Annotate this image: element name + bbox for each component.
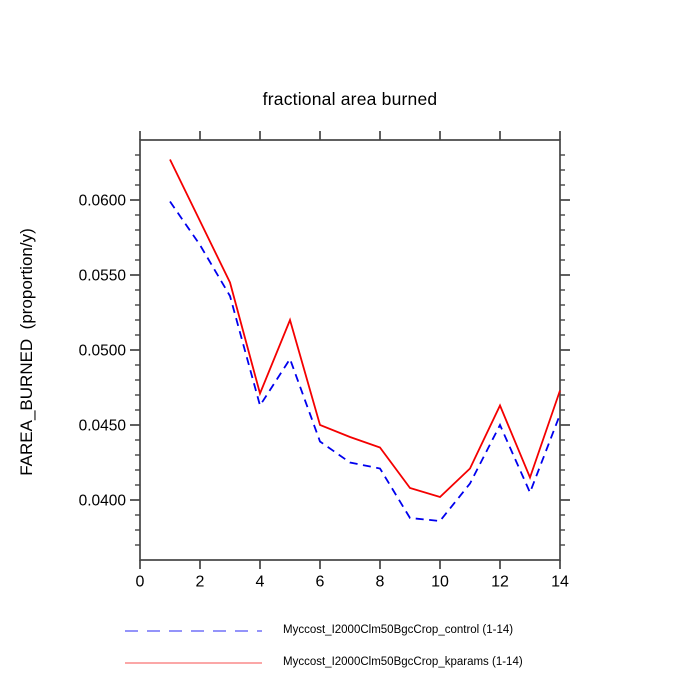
x-tick-label: 6 bbox=[316, 573, 325, 590]
x-tick-label: 8 bbox=[376, 573, 385, 590]
y-tick-label: 0.0550 bbox=[79, 268, 127, 285]
x-tick-label: 10 bbox=[431, 573, 449, 590]
chart-title: fractional area burned bbox=[262, 89, 438, 109]
series-line-kparams bbox=[169, 159, 561, 499]
plot-frame bbox=[139, 139, 561, 561]
x-tick-label: 12 bbox=[491, 573, 509, 590]
x-tick-label: 4 bbox=[256, 573, 265, 590]
x-tick-label: 2 bbox=[196, 573, 205, 590]
y-tick-label: 0.0500 bbox=[79, 343, 127, 360]
legend-label-kparams: Myccost_I2000Clm50BgcCrop_kparams (1-14) bbox=[283, 656, 523, 668]
legend-line-control bbox=[125, 630, 262, 632]
legend-label-control: Myccost_I2000Clm50BgcCrop_control (1-14) bbox=[283, 624, 514, 636]
y-tick-label: 0.0450 bbox=[79, 418, 127, 435]
x-tick-label: 14 bbox=[551, 573, 569, 590]
x-tick-label: 0 bbox=[136, 573, 145, 590]
y-tick-label: 0.0400 bbox=[79, 493, 127, 510]
y-tick-label: 0.0600 bbox=[79, 193, 127, 210]
legend-line-kparams bbox=[125, 662, 262, 664]
series-line-control bbox=[169, 200, 561, 522]
